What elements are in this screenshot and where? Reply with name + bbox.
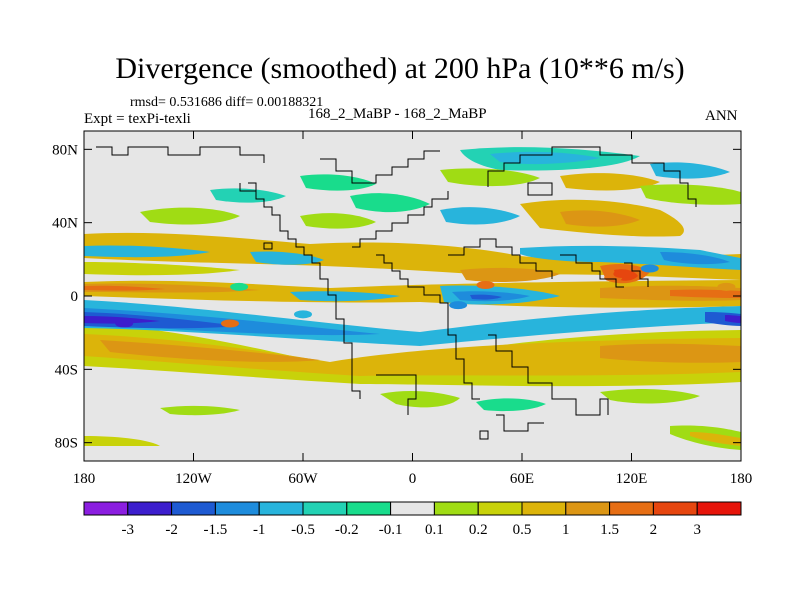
y-tick-label: 80N (52, 142, 78, 158)
contour-band (300, 213, 376, 229)
contour-band (380, 391, 460, 408)
x-tick-label: 0 (409, 471, 417, 487)
colorbar-swatch (477, 501, 523, 516)
contour-band (520, 245, 741, 270)
colorbar-label: 0.2 (469, 522, 488, 538)
colorbar-label: -0.2 (335, 522, 359, 538)
contour-band (460, 267, 560, 282)
contour-band (300, 174, 376, 191)
contour-band (250, 251, 324, 265)
colorbar-swatch (696, 501, 742, 516)
experiment-label: Expt = texPi-texli (84, 111, 191, 127)
y-tick-label: 80S (55, 436, 78, 452)
colorbar-label: -2 (165, 522, 178, 538)
colorbar-label: 3 (693, 522, 701, 538)
colorbar-swatch (346, 501, 392, 516)
colorbar-label: -0.1 (379, 522, 403, 538)
y-tick-label: 40N (52, 216, 78, 232)
contour-band (440, 207, 520, 225)
contour-band (690, 432, 741, 446)
colorbar-swatch (652, 501, 698, 516)
colorbar-label: 1.5 (600, 522, 619, 538)
contour-band (84, 436, 160, 446)
contour-band (84, 285, 165, 291)
contour-band (84, 300, 741, 346)
contour-band (440, 168, 540, 187)
contour-extremum (294, 310, 312, 319)
axes: 180 120W 60W 0 60E 120E 180 80N 40N 0 40S 80S (52, 131, 752, 487)
colorbar-label: -0.5 (291, 522, 315, 538)
contour-extremum (230, 282, 249, 291)
x-tick-label: 60W (288, 471, 318, 487)
contour-extremum (640, 264, 659, 273)
contour-field (84, 147, 741, 450)
contour-band (560, 173, 660, 191)
contour-band (490, 151, 600, 165)
contour-band (660, 252, 730, 265)
contour-band (210, 188, 286, 203)
coastline-overlay (96, 146, 697, 440)
contour-band (670, 289, 741, 298)
contour-extremum (115, 319, 134, 328)
contour-band (640, 184, 741, 205)
colorbar-label: -3 (122, 522, 135, 538)
contour-band (290, 291, 400, 302)
contour-band (600, 343, 741, 363)
colorbar-label: -1 (253, 522, 266, 538)
colorbar-swatch (258, 501, 304, 516)
colorbar-label: -1.5 (204, 522, 228, 538)
contour-extremum (717, 282, 736, 291)
colorbar-swatch (565, 501, 611, 516)
colorbar-swatch (433, 501, 479, 516)
colorbar-swatch (171, 501, 216, 516)
contour-band (600, 389, 700, 404)
chart-title: Divergence (smoothed) at 200 hPa (10**6 … (115, 52, 685, 85)
contour-extremum (449, 301, 468, 310)
contour-band (560, 210, 640, 227)
x-tick-label: 180 (73, 471, 96, 487)
contour-band (470, 294, 502, 300)
contour-band (350, 193, 430, 213)
contour-band (725, 315, 741, 323)
contour-extremum (221, 319, 239, 328)
contour-band (160, 405, 240, 416)
x-tick-label: 120W (175, 471, 213, 487)
colorbar-swatch (609, 501, 654, 516)
contour-band (84, 334, 741, 376)
colorbar: -3 -2 -1.5 -1 -0.5 -0.2 -0.1 0.1 0.2 0.5 1 1.5 2 3 (83, 501, 742, 538)
y-tick-label: 40S (55, 362, 78, 378)
contour-band (650, 162, 730, 179)
colorbar-label: 0.1 (425, 522, 444, 538)
comparison-label: 168_2_MaBP - 168_2_MaBP (308, 106, 487, 122)
contour-band (476, 398, 546, 412)
contour-extremum (613, 270, 632, 278)
colorbar-label: 0.5 (513, 522, 532, 538)
colorbar-swatch (127, 501, 173, 516)
y-tick-label: 0 (71, 289, 79, 305)
colorbar-swatch (390, 501, 435, 516)
contour-band (84, 245, 210, 258)
contour-band (140, 207, 240, 225)
contour-band (100, 340, 320, 362)
contour-band (84, 262, 240, 276)
season-label: ANN (705, 108, 738, 124)
x-tick-label: 120E (616, 471, 648, 487)
colorbar-label: 2 (650, 522, 658, 538)
x-tick-label: 60E (510, 471, 534, 487)
colorbar-swatch (521, 501, 567, 516)
contour-band (84, 280, 741, 308)
contour-band (84, 232, 741, 280)
colorbar-swatch (83, 501, 129, 516)
colorbar-swatch (302, 501, 348, 516)
stats-label: rmsd= 0.531686 diff= 0.00188321 (130, 95, 324, 110)
colorbar-swatch (214, 501, 260, 516)
x-tick-label: 180 (730, 471, 753, 487)
contour-extremum (476, 281, 495, 289)
colorbar-label: 1 (562, 522, 570, 538)
